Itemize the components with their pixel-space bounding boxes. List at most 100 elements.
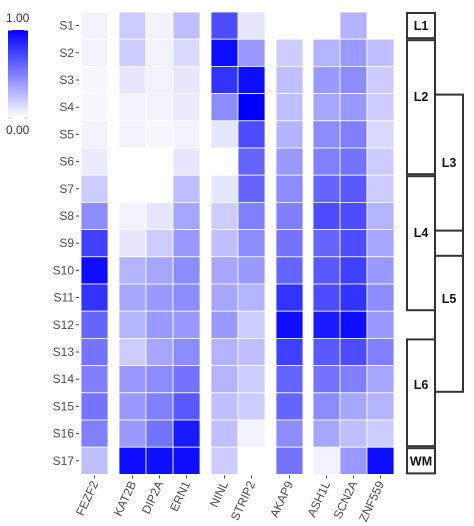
heatmap-cell: [339, 174, 368, 203]
heatmap-cell: [210, 283, 239, 312]
heatmap-cell: [172, 229, 201, 258]
heatmap-cell: [312, 174, 341, 203]
heatmap-cell: [118, 419, 147, 448]
heatmap-cell: [339, 446, 368, 475]
heatmap-cell: [118, 11, 147, 40]
heatmap-cell: [145, 365, 174, 394]
heatmap-cell: [80, 201, 109, 230]
layer-bracket: [434, 229, 464, 393]
row-label: S15: [53, 399, 75, 413]
heatmap-cell: [145, 201, 174, 230]
heatmap-cells: [80, 11, 395, 475]
heatmap-cell: [210, 310, 239, 339]
row-label: S9: [59, 236, 74, 250]
heatmap-cell: [145, 66, 174, 95]
heatmap-cell: [118, 229, 147, 258]
layer-label: L5: [442, 292, 457, 306]
heatmap-cell: [210, 256, 239, 285]
heatmap-cell: [118, 201, 147, 230]
heatmap-cell: [172, 93, 201, 122]
heatmap-cell: [366, 365, 395, 394]
heatmap-cell: [339, 38, 368, 67]
layer-annotations: L1 L2 L3 L4 L5 L6 WM: [406, 12, 464, 475]
heatmap-cell: [145, 229, 174, 258]
column-label: ERN1: [167, 478, 193, 513]
heatmap-cell: [80, 310, 109, 339]
heatmap-cell: [237, 147, 266, 176]
heatmap-cell: [312, 419, 341, 448]
heatmap-cell: [210, 392, 239, 421]
heatmap-cell: [145, 392, 174, 421]
heatmap-cell: [210, 365, 239, 394]
heatmap-cell: [366, 337, 395, 366]
heatmap-cell: [118, 66, 147, 95]
heatmap-cell: [210, 93, 239, 122]
layer-bracket: [406, 12, 436, 40]
layer-bracket: [406, 338, 436, 448]
heatmap-cell: [80, 446, 109, 475]
layer-label: L1: [414, 19, 429, 33]
heatmap-cell: [275, 419, 304, 448]
heatmap-cell: [237, 337, 266, 366]
heatmap-cell: [145, 38, 174, 67]
heatmap-cell: [210, 419, 239, 448]
heatmap-cell: [80, 256, 109, 285]
layer-label: WM: [410, 454, 432, 468]
heatmap-cell: [118, 310, 147, 339]
heatmap-cell: [237, 392, 266, 421]
heatmap-cell: [312, 310, 341, 339]
heatmap-cell: [339, 419, 368, 448]
heatmap-cell: [275, 201, 304, 230]
layer-label: L6: [414, 378, 429, 392]
heatmap-cell: [275, 66, 304, 95]
heatmap-cell: [339, 256, 368, 285]
heatmap-cell: [210, 229, 239, 258]
heatmap-cell: [339, 93, 368, 122]
heatmap-cell: [172, 310, 201, 339]
column-label: KAT2B: [111, 479, 139, 519]
heatmap-cell: [339, 147, 368, 176]
layer-label: L3: [442, 156, 457, 170]
heatmap-cell: [312, 120, 341, 149]
heatmap-cell: [237, 11, 266, 40]
heatmap-cell: [366, 256, 395, 285]
row-label: S8: [59, 209, 74, 223]
heatmap-cell: [366, 201, 395, 230]
row-labels: S1 S2 S3 S4 S5 S6 S7 S8 S9 S10 S11 S12 S13 S14 S15 S16 S…: [53, 19, 79, 468]
heatmap-cell: [172, 392, 201, 421]
legend-min-label: 0.00: [6, 123, 30, 137]
heatmap-cell: [210, 66, 239, 95]
heatmap-cell: [275, 38, 304, 67]
heatmap-cell: [118, 283, 147, 312]
heatmap-cell: [237, 38, 266, 67]
heatmap-cell: [237, 310, 266, 339]
heatmap-cell: [172, 419, 201, 448]
heatmap-cell: [312, 365, 341, 394]
row-label: S6: [59, 155, 74, 169]
heatmap-cell: [366, 174, 395, 203]
legend-max-label: 1.00: [6, 11, 30, 25]
row-label: S5: [59, 127, 74, 141]
heatmap-cell: [145, 310, 174, 339]
heatmap-cell: [312, 147, 341, 176]
heatmap-cell: [118, 365, 147, 394]
heatmap-cell: [275, 147, 304, 176]
heatmap-cell: [237, 446, 266, 475]
row-label: S7: [59, 182, 74, 196]
row-label: S17: [53, 454, 75, 468]
column-label: FEZF2: [73, 478, 101, 517]
heatmap-cell: [275, 93, 304, 122]
heatmap-cell: [366, 120, 395, 149]
heatmap-cell: [312, 201, 341, 230]
heatmap-cell: [172, 256, 201, 285]
heatmap-cell: [145, 147, 174, 176]
heatmap-cell: [172, 337, 201, 366]
heatmap-cell: [145, 337, 174, 366]
heatmap-cell: [80, 392, 109, 421]
layer-bracket: [406, 175, 436, 312]
heatmap-cell: [339, 310, 368, 339]
heatmap-cell: [339, 283, 368, 312]
heatmap-cell: [210, 446, 239, 475]
